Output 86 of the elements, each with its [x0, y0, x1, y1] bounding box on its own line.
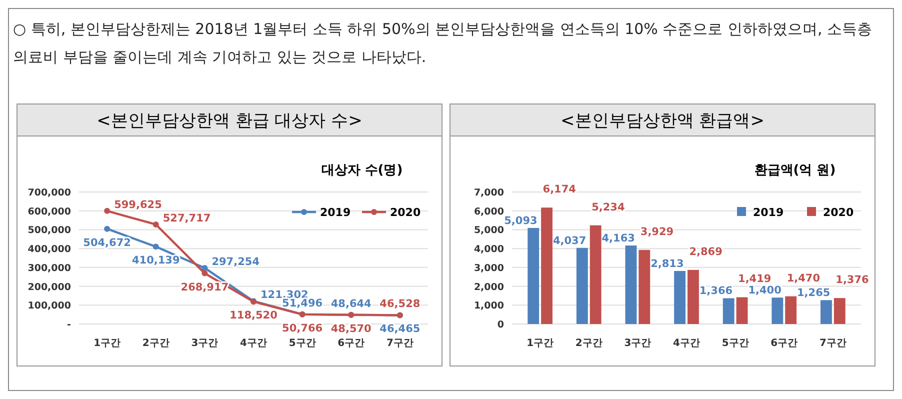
x-tick-label: 5구간: [288, 338, 316, 349]
x-tick-label: 1구간: [94, 338, 121, 349]
data-label: 2,869: [689, 246, 722, 258]
data-label: 50,766: [282, 322, 323, 334]
legend-label: 2019: [753, 206, 784, 219]
data-label: 6,174: [542, 184, 576, 196]
bar: [722, 298, 734, 324]
data-label: 51,496: [282, 297, 323, 310]
bar: [528, 228, 540, 324]
text: ○ 특히, 본인부담상한제는 2018년 1월부터 소득 하위 50%의 본인부담상한액을 연소득의 10% 수준으로 인하하였으며, 소득층 의료비 부담을 줄이는데 계속 기여하고 있는 것으로 나타났다.: [13, 19, 874, 68]
point: [104, 208, 110, 214]
bar: [576, 248, 588, 324]
y-tick-label: 7,000: [474, 188, 504, 198]
data-label: 4,163: [602, 232, 635, 244]
bar: [541, 208, 552, 324]
point: [202, 270, 208, 276]
x-tick-label: 5구간: [722, 338, 749, 349]
legend-label: 2020: [390, 206, 421, 219]
legend-label: 2020: [823, 206, 854, 219]
data-label: 46,528: [380, 298, 420, 310]
legend-label: 2019: [320, 206, 351, 219]
y-tick-label: 600,000: [28, 206, 72, 218]
y-tick-label: 3,000: [474, 262, 504, 274]
bar: [736, 297, 748, 324]
y-tick-label: 6,000: [474, 206, 504, 218]
bar: [772, 298, 784, 324]
y-tick-label: -: [67, 320, 72, 330]
bar: [834, 298, 846, 324]
y-tick-label: 1,000: [474, 300, 504, 312]
data-label: 1,470: [786, 272, 820, 284]
point: [152, 221, 159, 228]
x-tick-label: 2구간: [142, 338, 170, 349]
data-label: 410,139: [132, 254, 180, 267]
point: [152, 244, 159, 250]
bar: [625, 246, 637, 324]
data-label: 2,813: [650, 258, 684, 270]
chart-subtitle: 대상자 수(명): [321, 163, 403, 178]
point: [202, 264, 208, 271]
data-label: 4,037: [552, 234, 586, 247]
data-label: 1,366: [699, 285, 733, 298]
y-tick-label: 100,000: [28, 300, 72, 312]
data-label: 3,929: [640, 226, 674, 238]
x-tick-label: 1구간: [526, 338, 554, 349]
data-label: 1,400: [748, 284, 782, 297]
x-tick-label: 6구간: [338, 338, 365, 349]
x-tick-label: 6구간: [770, 338, 798, 349]
data-label: 1,376: [836, 274, 869, 286]
chart-subtitle: 환급액(억 원): [754, 163, 836, 178]
bar: [638, 250, 650, 324]
x-tick-label: 3구간: [191, 338, 218, 349]
bar: [590, 225, 602, 324]
data-label: 504,672: [83, 236, 131, 249]
bar: [785, 296, 797, 324]
bar: [674, 270, 686, 324]
y-tick-label: 0: [497, 320, 504, 330]
chart-title: <본인부담상한액 환급 대상자 수>: [96, 111, 362, 131]
y-tick-label: 2,000: [474, 282, 504, 293]
x-tick-label: 4구간: [673, 338, 700, 349]
data-label: 599,625: [114, 198, 162, 211]
data-label: 5,234: [592, 201, 625, 214]
bar: [820, 300, 832, 324]
y-tick-label: 500,000: [28, 225, 72, 236]
point: [104, 226, 110, 232]
x-tick-label: 3구간: [624, 338, 652, 349]
data-label: 1,265: [797, 287, 830, 300]
x-tick-label: 4구간: [240, 338, 267, 349]
data-label: 5,093: [504, 214, 538, 227]
x-tick-label: 2구간: [575, 338, 602, 349]
y-tick-label: 300,000: [28, 262, 72, 274]
y-tick-label: 200,000: [28, 282, 72, 293]
data-label: 48,644: [330, 298, 372, 310]
data-label: 1,419: [738, 273, 772, 286]
x-tick-label: 7구간: [819, 338, 846, 349]
data-label: 48,570: [330, 322, 372, 335]
y-tick-label: 4,000: [474, 244, 504, 256]
chart-title: <본인부담상한액 환급액>: [560, 111, 764, 131]
data-label: 268,917: [180, 281, 229, 294]
bar: [688, 270, 699, 324]
x-tick-label: 7구간: [386, 338, 414, 349]
y-tick-label: 700,000: [28, 188, 72, 198]
data-label: 527,717: [162, 212, 211, 224]
data-label: 297,254: [212, 256, 260, 268]
data-label: 46,465: [380, 323, 420, 336]
data-label: 118,520: [230, 310, 278, 322]
y-tick-label: 5,000: [474, 225, 504, 236]
y-tick-label: 400,000: [28, 244, 72, 256]
